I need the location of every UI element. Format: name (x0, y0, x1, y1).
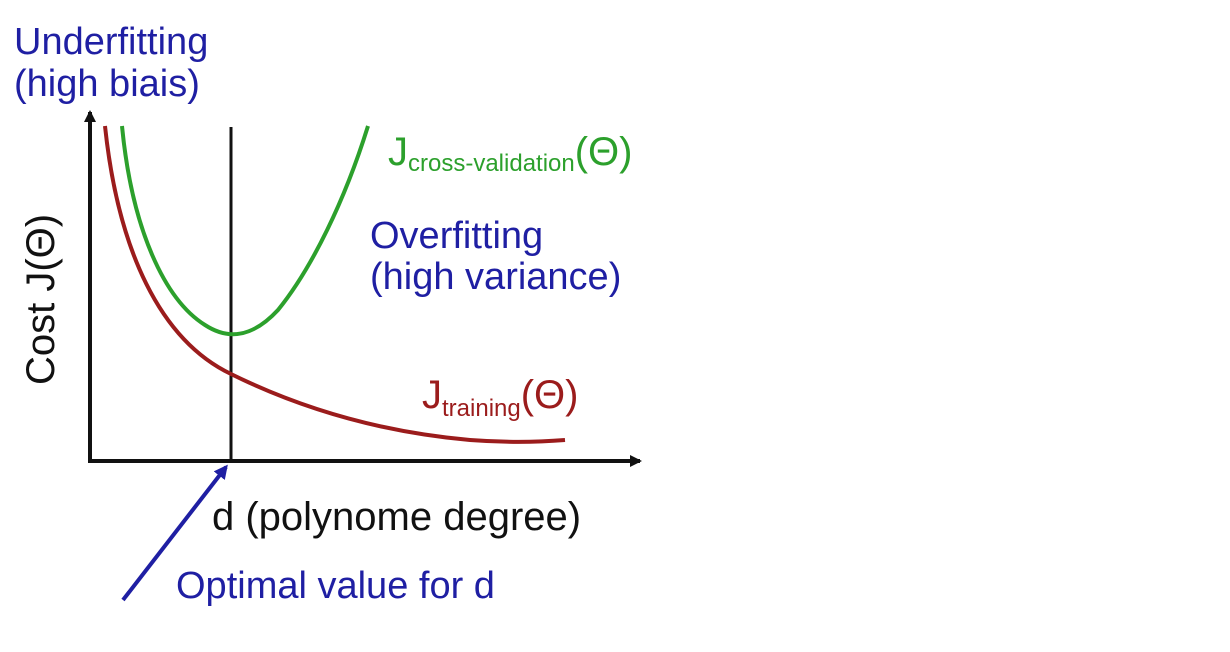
underfitting-label: Underfitting (14, 21, 208, 63)
jtrain-label: Jtraining(Θ) (422, 373, 578, 422)
x-axis-label: d (polynome degree) (212, 495, 581, 539)
training-curve (103, 125, 566, 444)
y-axis-label: Cost J(Θ) (19, 214, 63, 385)
underfitting-sub-label: (high biais) (14, 63, 200, 105)
jcv-label: Jcross-validation(Θ) (388, 130, 633, 177)
overfitting-sub-label: (high variance) (370, 256, 621, 298)
optimal-value-label: Optimal value for d (176, 565, 495, 607)
optimal-arrow (121, 464, 228, 602)
cross-validation-curve (120, 125, 370, 337)
overfitting-label: Overfitting (370, 215, 543, 257)
